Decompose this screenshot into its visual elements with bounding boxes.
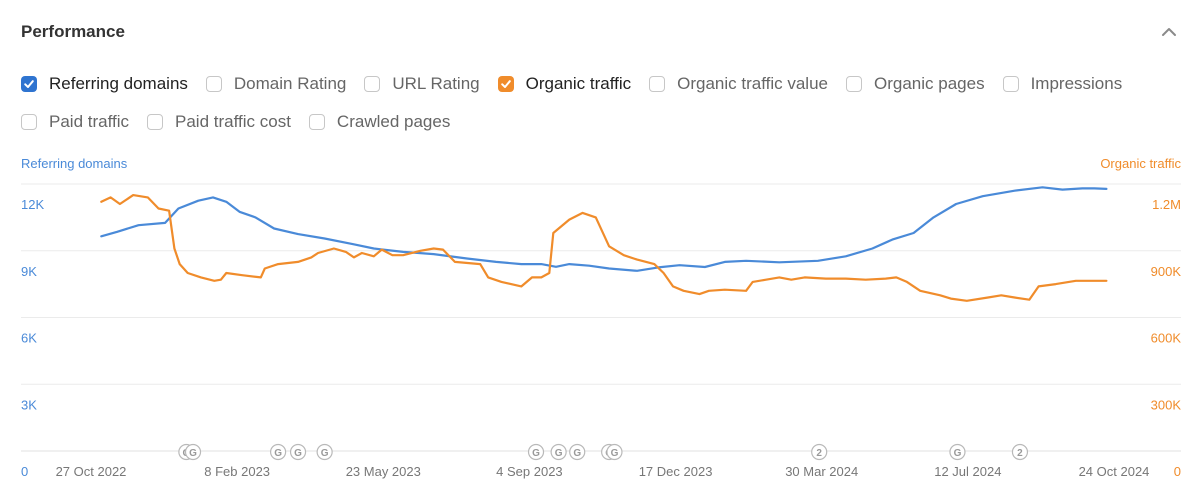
option-label: URL Rating <box>392 74 480 93</box>
annotation-marker-label: G <box>321 448 329 459</box>
option-referring-domains[interactable]: Referring domains <box>21 72 188 96</box>
series-line-organic-traffic <box>100 194 1108 302</box>
x-tick-label: 30 Mar 2024 <box>785 464 858 479</box>
checkbox-icon[interactable] <box>364 76 381 92</box>
y-left-tick-label: 0 <box>21 464 28 479</box>
checkbox-icon[interactable] <box>649 76 666 92</box>
annotation-marker-label: 2 <box>816 448 822 459</box>
option-label: Organic traffic <box>525 74 632 93</box>
collapse-button[interactable] <box>1159 22 1179 42</box>
x-tick-label: 4 Sep 2023 <box>496 464 563 479</box>
y-left-tick-label: 3K <box>21 397 37 412</box>
annotation-marker-google-update <box>289 443 307 461</box>
x-tick-label: 8 Feb 2023 <box>204 464 270 479</box>
option-label: Paid traffic cost <box>175 112 291 131</box>
annotation-marker-google-update <box>316 443 333 461</box>
y-left-tick-label: 9K <box>21 264 37 279</box>
annotation-marker-google-update <box>606 443 623 461</box>
option-label: Domain Rating <box>233 74 347 93</box>
checkbox-icon[interactable] <box>308 114 325 130</box>
checkbox-icon[interactable] <box>1002 76 1019 92</box>
x-tick-label: 17 Dec 2023 <box>639 464 713 479</box>
annotation-marker-label: G <box>532 448 540 459</box>
metric-options-row-2: Paid traffic Paid traffic cost Crawled pag… <box>21 110 468 134</box>
checkbox-checked-icon[interactable] <box>497 76 514 92</box>
x-tick-label: 23 May 2023 <box>346 464 421 479</box>
option-label: Paid traffic <box>49 112 130 131</box>
y-right-tick-label: 300K <box>1151 397 1182 412</box>
option-organic-pages[interactable]: Organic pages <box>846 72 985 96</box>
option-impressions[interactable]: Impressions <box>1002 72 1123 96</box>
annotation-marker-label: G <box>555 448 563 459</box>
annotation-marker-label: 2 <box>1017 448 1023 459</box>
option-paid-traffic[interactable]: Paid traffic <box>21 110 129 134</box>
y-right-tick-label: 0 <box>1174 464 1181 479</box>
x-tick-label: 27 Oct 2022 <box>56 464 127 479</box>
option-crawled-pages[interactable]: Crawled pages <box>308 110 451 134</box>
annotation-marker-label: G <box>954 448 962 459</box>
option-label: Crawled pages <box>336 112 451 131</box>
annotation-marker-google-update <box>184 443 202 461</box>
option-label: Impressions <box>1030 74 1123 93</box>
metric-options-row-1: Referring domains Domain Rating URL Rating… <box>21 72 1140 96</box>
x-tick-label: 24 Oct 2024 <box>1079 464 1150 479</box>
option-organic-traffic-value[interactable]: Organic traffic value <box>649 72 828 96</box>
y-left-axis-title: Referring domains <box>21 156 128 171</box>
option-paid-traffic-cost[interactable]: Paid traffic cost <box>147 110 291 134</box>
annotation-marker-google-update <box>569 443 586 461</box>
y-right-tick-label: 1.2M <box>1152 197 1181 212</box>
checkbox-icon[interactable] <box>147 114 164 130</box>
series-line-referring-domains <box>100 186 1108 272</box>
chevron-up-icon <box>1162 28 1176 36</box>
option-label: Organic traffic value <box>677 74 828 93</box>
x-tick-label: 12 Jul 2024 <box>934 464 1001 479</box>
option-domain-rating[interactable]: Domain Rating <box>205 72 347 96</box>
checkbox-checked-icon[interactable] <box>21 76 37 92</box>
annotation-marker-label: G <box>189 448 197 459</box>
annotation-marker-number <box>1011 443 1029 461</box>
y-right-tick-label: 900K <box>1151 264 1182 279</box>
annotation-marker-google-update <box>949 443 966 461</box>
annotation-marker-google-update <box>270 443 287 461</box>
option-label: Organic pages <box>874 74 985 93</box>
annotation-marker-label: G <box>294 448 302 459</box>
checkbox-icon[interactable] <box>21 114 37 130</box>
annotation-marker-google-update <box>550 443 567 461</box>
y-left-tick-label: 12K <box>21 197 44 212</box>
annotation-marker-label: G <box>611 448 619 459</box>
option-organic-traffic[interactable]: Organic traffic <box>497 72 632 96</box>
y-right-axis-title: Organic traffic <box>1100 156 1181 171</box>
y-right-tick-label: 600K <box>1151 331 1182 346</box>
option-label: Referring domains <box>49 74 188 93</box>
annotation-marker-label: G <box>274 448 282 459</box>
annotation-marker-label: G <box>573 448 581 459</box>
page-title: Performance <box>21 22 125 41</box>
annotation-marker-number <box>811 443 828 461</box>
checkbox-icon[interactable] <box>205 76 222 92</box>
y-left-tick-label: 6K <box>21 331 37 346</box>
option-url-rating[interactable]: URL Rating <box>364 72 480 96</box>
checkbox-icon[interactable] <box>846 76 862 92</box>
annotation-marker-google-update <box>527 443 545 461</box>
